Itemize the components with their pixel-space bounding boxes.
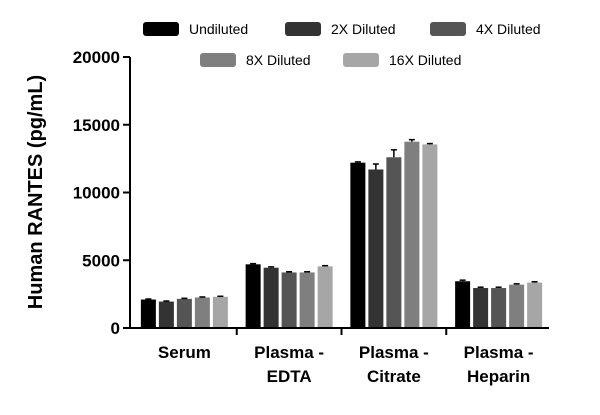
legend-swatch — [430, 22, 466, 36]
legend-label: 8X Diluted — [246, 52, 311, 68]
legend-swatch — [200, 53, 236, 67]
legend-swatch — [143, 22, 179, 36]
bar — [263, 267, 279, 328]
bar — [404, 141, 420, 328]
legend-label: Undiluted — [189, 21, 248, 37]
bar — [455, 281, 471, 328]
bars-layer — [140, 138, 543, 328]
legend-swatch — [285, 22, 321, 36]
legend-label: 2X Diluted — [331, 21, 396, 37]
bar — [299, 272, 315, 328]
legend-swatch — [343, 53, 379, 67]
bar — [212, 296, 228, 328]
bar — [473, 288, 489, 328]
bar — [386, 157, 402, 328]
legend-label: 4X Diluted — [476, 21, 541, 37]
bar — [245, 264, 261, 328]
category-label: Serum — [158, 343, 211, 362]
bar — [422, 144, 438, 328]
bar — [491, 288, 507, 328]
axes-layer — [129, 57, 549, 329]
y-ticks: 0 5000 10000 15000 20000 — [73, 48, 130, 338]
y-tick-label: 5000 — [82, 251, 120, 270]
y-tick-label: 20000 — [73, 48, 120, 67]
bar — [509, 284, 525, 328]
bar — [176, 298, 192, 328]
bar — [194, 297, 210, 328]
y-tick-label: 0 — [111, 319, 120, 338]
legend-label: 16X Diluted — [389, 52, 461, 68]
bar — [527, 282, 543, 328]
category-label: Plasma -Citrate — [359, 343, 429, 386]
x-labels: Serum Plasma -EDTA Plasma -Citrate Plasma -… — [158, 328, 534, 386]
bar — [140, 299, 156, 328]
legend: Undiluted 2X Diluted 4X Diluted 8X Diluted 1… — [143, 21, 541, 68]
category-label: Plasma -EDTA — [254, 343, 324, 386]
y-axis-title: Human RANTES (pg/mL) — [25, 75, 47, 309]
bar — [158, 301, 174, 328]
category-label: Plasma -Heparin — [464, 343, 534, 386]
y-tick-label: 15000 — [73, 116, 120, 135]
bar — [368, 169, 384, 328]
bar — [281, 272, 297, 328]
y-tick-label: 10000 — [73, 184, 120, 203]
bar — [350, 162, 366, 328]
bar — [317, 266, 333, 328]
